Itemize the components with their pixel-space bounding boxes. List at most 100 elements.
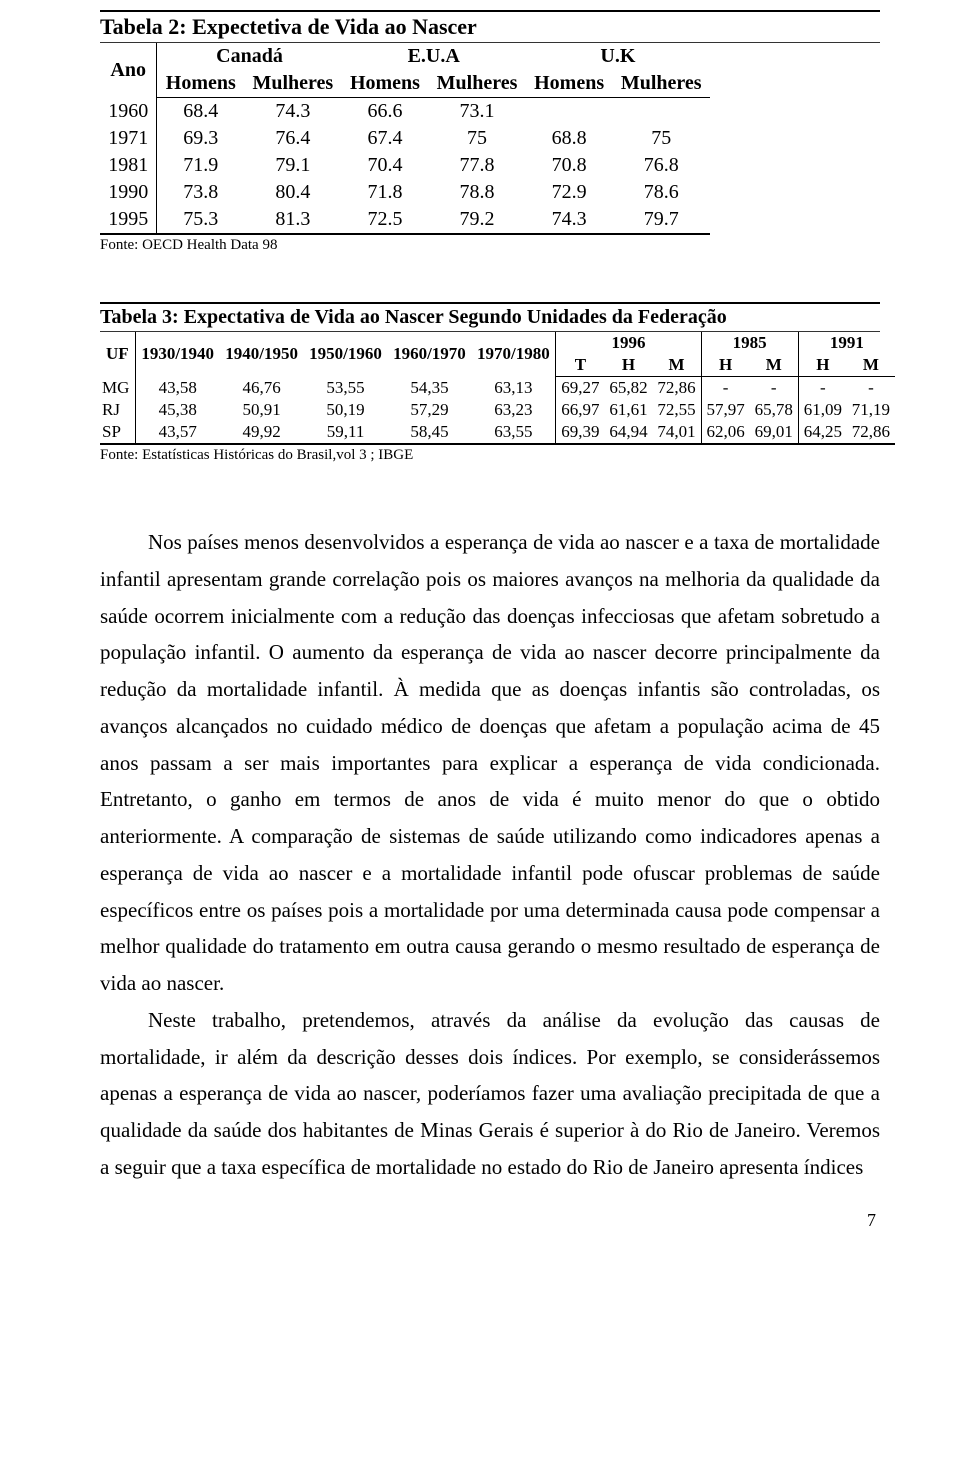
table3-cell: 63,13 xyxy=(471,377,555,400)
table3-uf-cell: SP xyxy=(100,421,135,444)
table2-cell: 79.2 xyxy=(428,206,526,234)
table2-cell: 75 xyxy=(612,125,710,152)
document-page: Tabela 2: Expectetiva de Vida ao Nascer … xyxy=(0,0,960,1271)
table2-country-1: E.U.A xyxy=(342,43,526,70)
table3-sub-3: H xyxy=(701,354,750,377)
table3-cell: 65,82 xyxy=(604,377,652,400)
table3-cell: - xyxy=(847,377,895,400)
table2-cell: 69.3 xyxy=(157,125,244,152)
table2-cell: 75 xyxy=(428,125,526,152)
table3-cell: 61,61 xyxy=(604,399,652,421)
table-row: 199575.381.372.579.274.379.7 xyxy=(100,206,710,234)
table2-cell: 76.4 xyxy=(244,125,342,152)
table2-sex-0: Homens xyxy=(157,70,244,98)
table2-cell: 74.3 xyxy=(244,98,342,126)
table2-year-cell: 1981 xyxy=(100,152,157,179)
table2-cell: 68.4 xyxy=(157,98,244,126)
table2-cell: 71.8 xyxy=(342,179,429,206)
table3-col-uf: UF xyxy=(100,332,135,377)
table3-sub-0: T xyxy=(556,354,605,377)
table3-cell: 74,01 xyxy=(652,421,701,444)
table3-sub-5: H xyxy=(798,354,847,377)
paragraph-2: Neste trabalho, pretendemos, através da … xyxy=(100,1002,880,1186)
table3-cell: 64,25 xyxy=(798,421,847,444)
table3-cell: - xyxy=(750,377,799,400)
table2-sex-3: Mulheres xyxy=(428,70,526,98)
table-row: RJ45,3850,9150,1957,2963,2366,9761,6172,… xyxy=(100,399,895,421)
table2-cell: 73.8 xyxy=(157,179,244,206)
table3-cell: 69,27 xyxy=(556,377,605,400)
table3-sub-1: H xyxy=(604,354,652,377)
table3-sub-6: M xyxy=(847,354,895,377)
table2-cell: 78.8 xyxy=(428,179,526,206)
table2-header-row1: Ano Canadá E.U.A U.K xyxy=(100,43,710,70)
table3: UF 1930/1940 1940/1950 1950/1960 1960/19… xyxy=(100,332,895,445)
table2-cell: 75.3 xyxy=(157,206,244,234)
table2-cell: 81.3 xyxy=(244,206,342,234)
table2-sex-2: Homens xyxy=(342,70,429,98)
table3-cell: 50,91 xyxy=(220,399,304,421)
table3-cell: 72,86 xyxy=(652,377,701,400)
table3-cell: 45,38 xyxy=(135,399,219,421)
table2-cell: 76.8 xyxy=(612,152,710,179)
paragraph-1: Nos países menos desenvolvidos a esperan… xyxy=(100,524,880,1002)
table2-cell: 70.4 xyxy=(342,152,429,179)
table2-cell: 74.3 xyxy=(526,206,613,234)
table3-source: Fonte: Estatísticas Históricas do Brasil… xyxy=(100,447,880,464)
table2-sex-4: Homens xyxy=(526,70,613,98)
table2: Ano Canadá E.U.A U.K Homens Mulheres Hom… xyxy=(100,43,710,235)
table2-cell: 70.8 xyxy=(526,152,613,179)
table3-cell: 57,29 xyxy=(387,399,471,421)
table3-cell: 66,97 xyxy=(556,399,605,421)
table2-header-row2: Homens Mulheres Homens Mulheres Homens M… xyxy=(100,70,710,98)
table2-sex-1: Mulheres xyxy=(244,70,342,98)
table3-cell: 59,11 xyxy=(304,421,388,444)
table3-cell: 72,55 xyxy=(652,399,701,421)
table3-cell: 49,92 xyxy=(220,421,304,444)
table3-cell: 64,94 xyxy=(604,421,652,444)
table2-cell xyxy=(526,98,613,126)
table3-cell: 61,09 xyxy=(798,399,847,421)
table2-cell: 79.7 xyxy=(612,206,710,234)
table3-title: Tabela 3: Expectativa de Vida ao Nascer … xyxy=(100,302,880,332)
table3-cell: 50,19 xyxy=(304,399,388,421)
table2-cell: 72.5 xyxy=(342,206,429,234)
table3-cell: 63,55 xyxy=(471,421,555,444)
table2-country-2: U.K xyxy=(526,43,710,70)
table3-cell: 62,06 xyxy=(701,421,750,444)
table-row: 198171.979.170.477.870.876.8 xyxy=(100,152,710,179)
table2-cell: 71.9 xyxy=(157,152,244,179)
table2-country-0: Canadá xyxy=(157,43,342,70)
table3-cell: - xyxy=(701,377,750,400)
page-number: 7 xyxy=(100,1210,880,1231)
table2-year-cell: 1995 xyxy=(100,206,157,234)
table2-col-ano: Ano xyxy=(100,43,157,98)
table3-period-4: 1970/1980 xyxy=(471,332,555,377)
table3-sub-2: M xyxy=(652,354,701,377)
table-row: 199073.880.471.878.872.978.6 xyxy=(100,179,710,206)
table3-cell: 53,55 xyxy=(304,377,388,400)
table2-cell: 79.1 xyxy=(244,152,342,179)
table3-period-3: 1960/1970 xyxy=(387,332,471,377)
table-row: 196068.474.366.673.1 xyxy=(100,98,710,126)
table2-cell: 78.6 xyxy=(612,179,710,206)
table2-cell: 80.4 xyxy=(244,179,342,206)
table2-cell: 72.9 xyxy=(526,179,613,206)
table3-sub-4: M xyxy=(750,354,799,377)
table3-cell: - xyxy=(798,377,847,400)
table3-cell: 71,19 xyxy=(847,399,895,421)
table3-cell: 72,86 xyxy=(847,421,895,444)
table2-cell: 73.1 xyxy=(428,98,526,126)
table2-cell: 77.8 xyxy=(428,152,526,179)
table2-year-cell: 1990 xyxy=(100,179,157,206)
table2-source: Fonte: OECD Health Data 98 xyxy=(100,237,880,254)
table2-title: Tabela 2: Expectetiva de Vida ao Nascer xyxy=(100,10,880,43)
table3-cell: 46,76 xyxy=(220,377,304,400)
table2-sex-5: Mulheres xyxy=(612,70,710,98)
table3-uf-cell: RJ xyxy=(100,399,135,421)
table3-cell: 43,57 xyxy=(135,421,219,444)
table3-period-0: 1930/1940 xyxy=(135,332,219,377)
table3-cell: 58,45 xyxy=(387,421,471,444)
table-row: SP43,5749,9259,1158,4563,5569,3964,9474,… xyxy=(100,421,895,444)
table3-cell: 43,58 xyxy=(135,377,219,400)
